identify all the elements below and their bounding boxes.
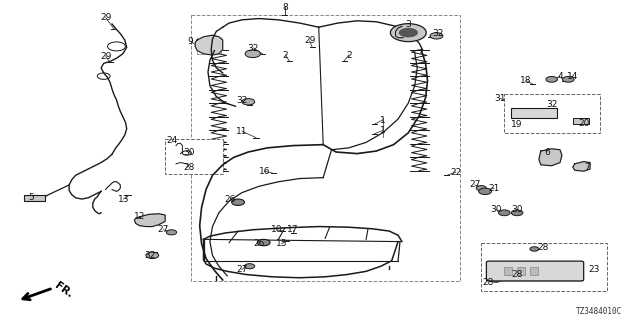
Text: 8: 8 bbox=[282, 3, 287, 12]
Bar bbox=[530, 267, 538, 275]
Bar bbox=[517, 267, 525, 275]
Text: 27: 27 bbox=[469, 180, 481, 189]
Circle shape bbox=[399, 28, 418, 37]
Text: 23: 23 bbox=[588, 265, 600, 274]
Bar bbox=[511, 108, 557, 118]
Circle shape bbox=[232, 199, 244, 205]
Text: 15: 15 bbox=[276, 239, 287, 248]
Bar bbox=[165, 139, 223, 174]
Circle shape bbox=[166, 230, 177, 235]
Text: 32: 32 bbox=[248, 44, 259, 52]
Bar bbox=[24, 195, 45, 201]
Text: FR.: FR. bbox=[53, 281, 75, 300]
Circle shape bbox=[146, 252, 159, 259]
Polygon shape bbox=[573, 162, 590, 171]
Circle shape bbox=[530, 247, 539, 251]
Text: 7: 7 bbox=[585, 163, 590, 172]
Text: 32: 32 bbox=[236, 96, 248, 105]
Text: 28: 28 bbox=[511, 270, 523, 279]
Text: 29: 29 bbox=[100, 52, 111, 60]
Text: 30: 30 bbox=[490, 205, 502, 214]
Circle shape bbox=[242, 99, 255, 105]
Text: 32: 32 bbox=[546, 100, 557, 108]
Text: 31: 31 bbox=[495, 94, 506, 103]
Circle shape bbox=[499, 210, 510, 216]
Text: 32: 32 bbox=[145, 251, 156, 260]
Text: 29: 29 bbox=[304, 36, 316, 45]
Text: 30: 30 bbox=[183, 148, 195, 157]
Text: 32: 32 bbox=[433, 29, 444, 38]
Text: 1: 1 bbox=[380, 126, 385, 135]
Text: 30: 30 bbox=[511, 205, 523, 214]
Circle shape bbox=[546, 76, 557, 82]
Text: TZ3484010C: TZ3484010C bbox=[576, 308, 622, 316]
Text: 28: 28 bbox=[482, 278, 493, 287]
Polygon shape bbox=[539, 149, 562, 166]
Polygon shape bbox=[134, 214, 165, 227]
Text: 26: 26 bbox=[225, 195, 236, 204]
Text: 13: 13 bbox=[118, 195, 129, 204]
Text: 14: 14 bbox=[567, 72, 579, 81]
Text: 9: 9 bbox=[188, 37, 193, 46]
Text: 4: 4 bbox=[557, 72, 563, 81]
Text: 28: 28 bbox=[183, 163, 195, 172]
Circle shape bbox=[511, 210, 523, 216]
Text: 16: 16 bbox=[259, 167, 270, 176]
Text: 27: 27 bbox=[157, 225, 169, 234]
Text: 17: 17 bbox=[287, 225, 299, 234]
Text: 2: 2 bbox=[346, 51, 351, 60]
Text: 10: 10 bbox=[271, 225, 282, 234]
Bar bbox=[504, 94, 600, 133]
Circle shape bbox=[430, 33, 443, 39]
Text: 6: 6 bbox=[545, 148, 550, 157]
Text: 12: 12 bbox=[134, 212, 145, 221]
Bar bbox=[504, 267, 512, 275]
Text: 28: 28 bbox=[537, 243, 548, 252]
Text: 3: 3 bbox=[406, 20, 411, 28]
Text: 29: 29 bbox=[100, 13, 111, 22]
Circle shape bbox=[244, 264, 255, 269]
Text: 27: 27 bbox=[236, 265, 248, 274]
Text: 21: 21 bbox=[488, 184, 500, 193]
Circle shape bbox=[563, 76, 574, 82]
Circle shape bbox=[479, 188, 492, 195]
Bar bbox=[481, 243, 607, 291]
Text: 22: 22 bbox=[450, 168, 461, 177]
FancyBboxPatch shape bbox=[486, 261, 584, 281]
Bar bbox=[191, 15, 460, 281]
Text: 24: 24 bbox=[166, 136, 177, 145]
Polygon shape bbox=[195, 35, 223, 55]
Text: 1: 1 bbox=[380, 116, 385, 124]
Text: 5: 5 bbox=[28, 193, 33, 202]
Text: 20: 20 bbox=[578, 119, 589, 128]
Circle shape bbox=[476, 186, 486, 191]
Text: 26: 26 bbox=[253, 239, 265, 248]
Text: 11: 11 bbox=[236, 127, 248, 136]
Text: 2: 2 bbox=[283, 51, 288, 60]
Circle shape bbox=[257, 239, 270, 246]
Circle shape bbox=[517, 269, 526, 274]
Bar bbox=[488, 262, 582, 280]
Circle shape bbox=[245, 50, 260, 58]
Text: 19: 19 bbox=[511, 120, 523, 129]
Circle shape bbox=[390, 24, 426, 42]
Bar bbox=[573, 118, 589, 124]
Circle shape bbox=[492, 278, 500, 282]
Text: 18: 18 bbox=[520, 76, 532, 85]
